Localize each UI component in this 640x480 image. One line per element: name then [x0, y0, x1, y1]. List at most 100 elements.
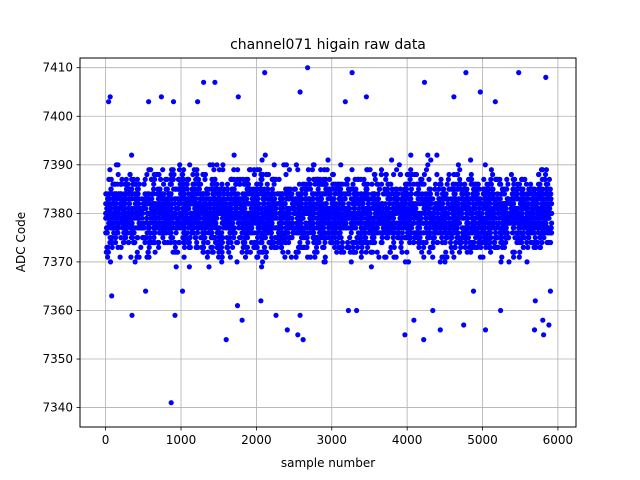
- data-point: [372, 176, 378, 182]
- data-point: [223, 337, 229, 343]
- data-point: [316, 201, 323, 207]
- data-point: [306, 176, 312, 182]
- data-point: [112, 230, 119, 236]
- data-point: [390, 220, 396, 226]
- data-point: [498, 307, 504, 314]
- data-point: [305, 65, 311, 71]
- data-point: [303, 191, 309, 197]
- data-point: [387, 210, 393, 216]
- data-point: [212, 220, 218, 226]
- data-point: [408, 186, 414, 192]
- data-point: [269, 235, 275, 241]
- data-point: [535, 220, 541, 226]
- data-point: [240, 225, 246, 231]
- data-point: [407, 176, 413, 182]
- data-point: [254, 239, 260, 246]
- data-point: [402, 225, 408, 231]
- data-point: [263, 215, 269, 221]
- data-point: [363, 94, 369, 100]
- data-point: [279, 205, 285, 212]
- data-point: [463, 230, 469, 236]
- data-point: [207, 210, 213, 216]
- data-point: [212, 215, 218, 221]
- data-point: [106, 196, 112, 202]
- data-point: [132, 225, 138, 231]
- data-point: [480, 205, 486, 212]
- data-point: [182, 220, 188, 226]
- data-point: [335, 181, 341, 187]
- data-point: [121, 235, 127, 241]
- data-point: [360, 205, 366, 212]
- data-point: [421, 254, 427, 260]
- data-point: [230, 244, 236, 250]
- data-point: [192, 186, 198, 192]
- data-point: [393, 196, 399, 202]
- data-point: [326, 210, 333, 216]
- data-point: [129, 210, 135, 216]
- data-point: [435, 215, 442, 221]
- data-point: [134, 235, 140, 241]
- data-point: [358, 176, 364, 182]
- data-point: [410, 239, 416, 246]
- data-point: [471, 186, 477, 192]
- data-point: [194, 210, 201, 216]
- data-point: [443, 230, 449, 236]
- data-point: [108, 186, 114, 192]
- data-point: [235, 210, 241, 216]
- data-point: [107, 167, 113, 173]
- data-point: [393, 230, 399, 236]
- data-point: [425, 235, 431, 241]
- data-point: [483, 186, 489, 192]
- data-point: [338, 249, 344, 255]
- data-point: [156, 244, 162, 250]
- data-point: [321, 181, 327, 187]
- data-point: [362, 181, 368, 187]
- data-point: [462, 244, 468, 250]
- data-point: [544, 210, 550, 216]
- data-point: [504, 176, 510, 182]
- data-point: [167, 181, 173, 187]
- data-point: [273, 312, 279, 318]
- data-point: [539, 230, 545, 236]
- data-point: [107, 94, 113, 100]
- data-point: [419, 191, 425, 197]
- data-point: [231, 210, 237, 216]
- data-point: [225, 244, 231, 250]
- data-point: [243, 201, 249, 207]
- data-point: [286, 205, 292, 212]
- data-point: [302, 210, 308, 216]
- data-point: [540, 220, 547, 226]
- data-point: [407, 239, 413, 246]
- data-point: [358, 235, 364, 241]
- data-point: [336, 196, 343, 202]
- data-point: [334, 249, 340, 255]
- data-point: [399, 230, 405, 236]
- data-point: [188, 210, 194, 216]
- data-point: [124, 186, 130, 192]
- data-point: [321, 167, 327, 173]
- data-point: [104, 205, 110, 212]
- data-point: [448, 196, 454, 202]
- data-point: [448, 225, 454, 231]
- data-point: [512, 220, 518, 226]
- data-point: [541, 332, 547, 338]
- data-point: [305, 196, 311, 202]
- data-point: [140, 201, 146, 207]
- data-point: [221, 201, 228, 207]
- data-point: [425, 201, 431, 207]
- data-point: [510, 210, 516, 216]
- data-point: [189, 225, 195, 231]
- data-point: [188, 191, 194, 197]
- data-point: [248, 239, 255, 246]
- data-point: [146, 191, 152, 197]
- y-tick-label: 7380: [42, 206, 73, 220]
- data-point: [323, 220, 329, 226]
- data-point: [200, 196, 206, 202]
- data-point: [228, 176, 234, 182]
- data-point: [178, 196, 184, 202]
- data-point: [443, 249, 449, 255]
- data-point: [309, 167, 315, 173]
- data-point: [221, 191, 227, 197]
- data-point: [434, 239, 440, 246]
- data-point: [280, 249, 286, 255]
